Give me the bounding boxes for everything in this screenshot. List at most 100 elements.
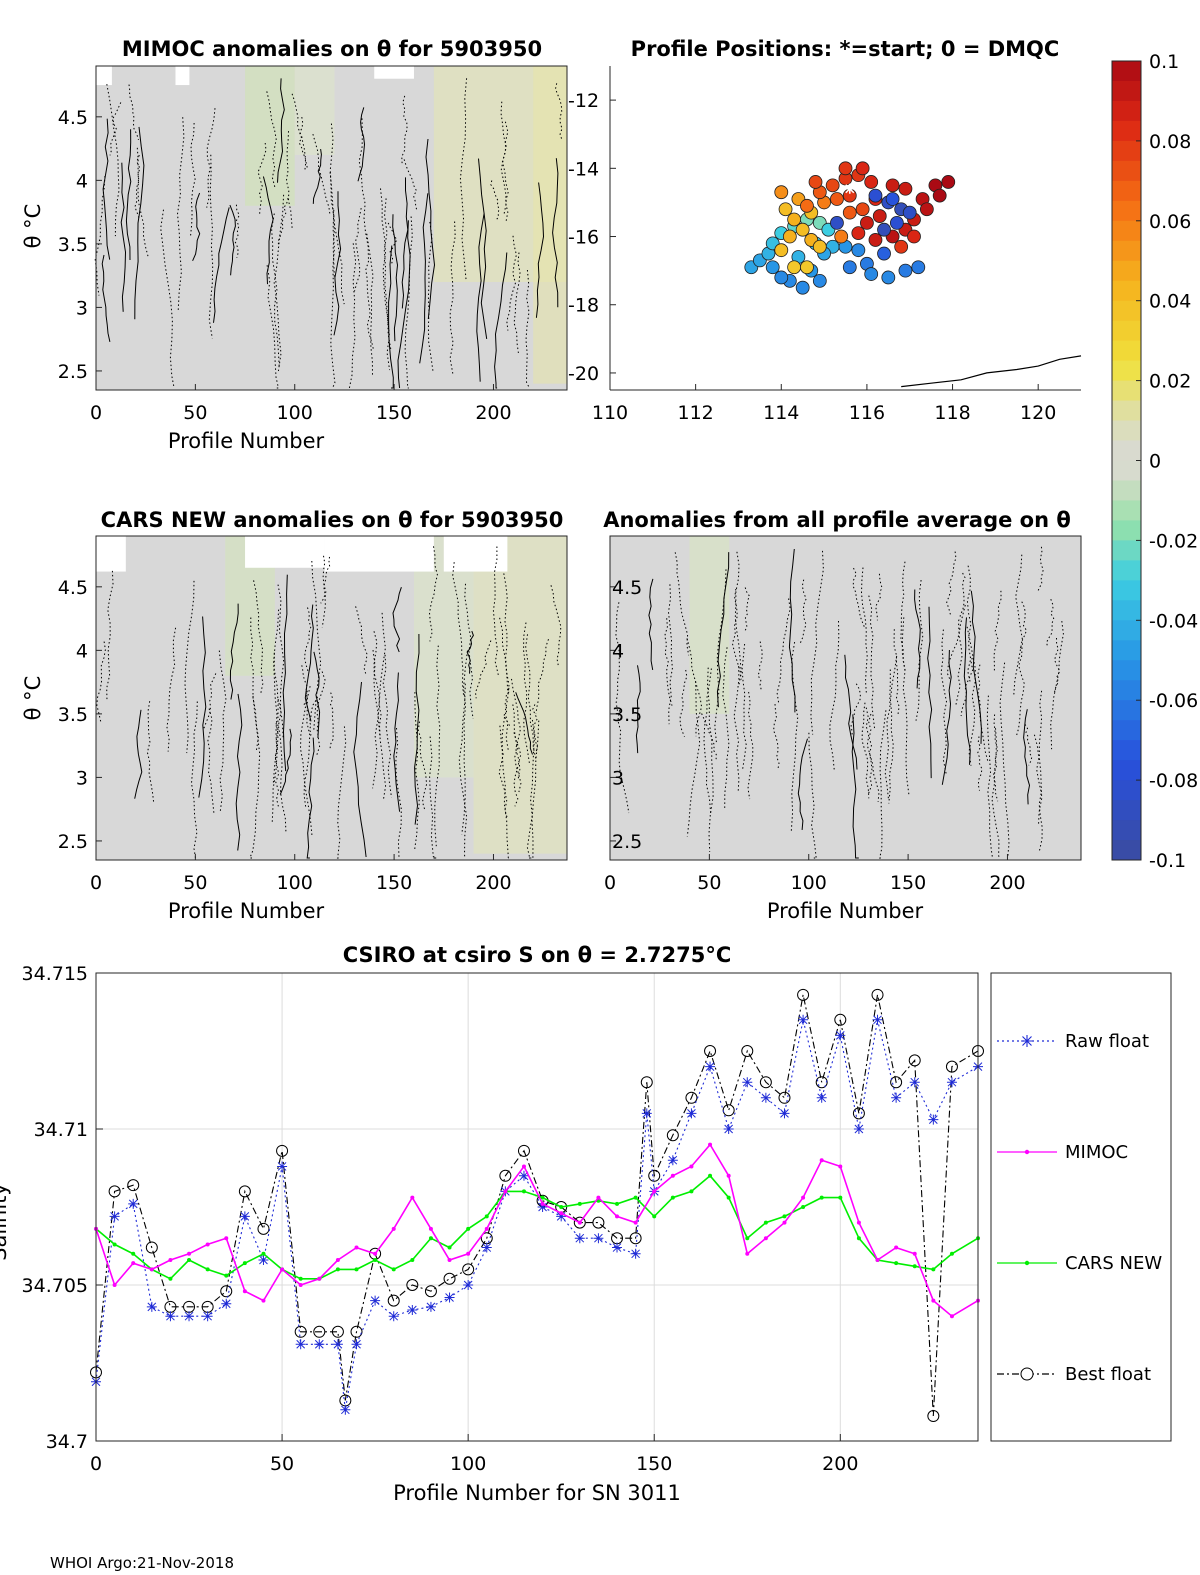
start-marker	[844, 183, 855, 194]
mimoc-point	[652, 1189, 657, 1194]
colorbar-tick-label: -0.08	[1149, 770, 1198, 792]
mimoc-point	[931, 1298, 936, 1303]
cars-point	[726, 1195, 731, 1200]
y-tick-label: 4	[76, 640, 88, 662]
legend-marker	[1020, 1367, 1034, 1381]
cars-xlabel: Profile Number	[168, 899, 325, 923]
best-float-point	[741, 1045, 754, 1057]
legend-label: CARS NEW	[1065, 1253, 1162, 1274]
contour-dotted	[528, 720, 540, 859]
contour-solid	[213, 207, 230, 323]
missing-data	[96, 536, 126, 572]
contour-dotted	[884, 669, 891, 799]
colorbar-segment	[1112, 480, 1141, 501]
best-float-point	[443, 1272, 456, 1285]
best-float-point	[145, 1241, 158, 1254]
profile-position	[800, 198, 814, 213]
contour-solid	[120, 162, 127, 312]
cars-point	[801, 1205, 806, 1209]
contour-dotted	[373, 631, 382, 736]
best-float-point	[276, 1144, 289, 1157]
contour-dotted	[257, 142, 267, 216]
profile-position	[765, 260, 780, 275]
best-float-point	[722, 1104, 735, 1117]
mimoc-point	[596, 1195, 601, 1200]
colorbar-segment	[1112, 800, 1141, 821]
contour-solid	[192, 192, 201, 262]
missing-data	[443, 536, 508, 572]
contour-dotted	[875, 573, 883, 621]
legend-marker	[1024, 1149, 1030, 1155]
contour-solid	[392, 214, 399, 342]
cars-point	[335, 1267, 340, 1272]
contour-dotted	[160, 209, 175, 389]
mimoc-point	[670, 1173, 675, 1178]
missing-data	[245, 536, 325, 568]
cars-point	[856, 1236, 861, 1241]
raw-float-point	[537, 1202, 548, 1212]
contour-dotted	[429, 736, 438, 859]
legend-box	[990, 972, 1172, 1442]
raw-float-point	[853, 1124, 864, 1134]
cars-point	[745, 1236, 750, 1241]
missing-data	[175, 66, 190, 86]
cars-point	[838, 1195, 843, 1200]
plot-area	[96, 973, 978, 1441]
profile-position	[851, 226, 866, 241]
contour-dotted	[308, 696, 319, 738]
y-tick-label: -20	[568, 363, 599, 385]
best-float-point	[852, 1107, 865, 1120]
colorbar-segment	[1112, 420, 1141, 442]
best-float-point	[871, 988, 884, 1001]
profile-position	[774, 243, 789, 258]
contour-solid	[788, 548, 796, 713]
profile-position	[838, 161, 853, 176]
contour-solid	[941, 649, 952, 785]
x-tick-label: 200	[475, 872, 511, 894]
best-float-point	[759, 1076, 772, 1089]
raw-float-point	[574, 1233, 585, 1244]
cars-point	[261, 1251, 266, 1256]
cars-point	[652, 1214, 657, 1219]
contour-dotted	[253, 580, 264, 696]
axes-box	[95, 972, 979, 1442]
contour-solid	[963, 617, 971, 765]
cars-point	[633, 1195, 638, 1200]
colorbar-tick-label: 0.08	[1149, 131, 1191, 153]
mimoc-point	[428, 1226, 433, 1231]
best-float-point	[350, 1325, 363, 1338]
contour-dotted	[808, 732, 817, 859]
best-float-point	[815, 1076, 828, 1089]
x-tick-label: 50	[183, 872, 207, 894]
profile-position	[787, 212, 802, 227]
contour-dotted	[1015, 647, 1025, 738]
cars-point	[428, 1236, 433, 1241]
raw-float-point	[239, 1211, 250, 1222]
colorbar-segment	[1112, 240, 1141, 262]
raw-float-point	[816, 1092, 827, 1103]
contour-dotted	[266, 91, 277, 188]
y-tick-label: 4.5	[58, 107, 88, 129]
contour-dotted	[1046, 599, 1055, 648]
profile-position	[889, 215, 904, 230]
mimoc-point	[633, 1220, 638, 1225]
positions-title: Profile Positions: *=start; 0 = DMQC	[631, 37, 1060, 61]
raw-float-point	[407, 1304, 418, 1315]
cars-point	[521, 1189, 526, 1194]
x-tick-label: 0	[90, 872, 102, 894]
x-tick-label: 100	[277, 872, 313, 894]
contour-dotted	[850, 683, 861, 737]
contour-dotted	[512, 704, 522, 793]
x-tick-label: 120	[1020, 402, 1056, 424]
colorbar-segment	[1112, 660, 1141, 681]
series-line-cars-new	[95, 1174, 979, 1280]
raw-float-point	[332, 1339, 343, 1350]
colorbar-segment	[1112, 620, 1141, 641]
y-tick-label: 4.5	[612, 577, 642, 599]
contour-dotted	[901, 617, 910, 796]
profile-position	[885, 178, 900, 193]
colorbar-segment	[1112, 220, 1141, 242]
contour-solid	[125, 129, 132, 261]
y-tick-label: 2.5	[612, 831, 642, 853]
colorbar-segment	[1112, 260, 1141, 282]
